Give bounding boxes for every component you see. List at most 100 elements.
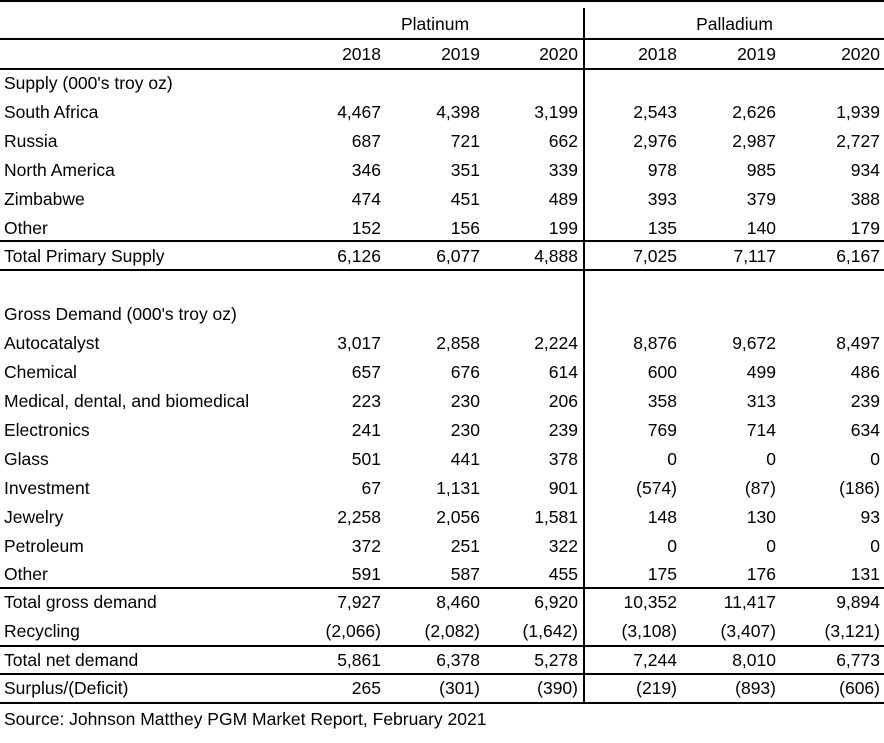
cell: 140 bbox=[746, 218, 776, 238]
row-label: Medical, dental, and biomedical bbox=[4, 391, 250, 411]
cell: 230 bbox=[450, 420, 480, 440]
row-label: Supply (000's troy oz) bbox=[4, 73, 173, 93]
cell: (3,121) bbox=[824, 621, 880, 641]
cell: (3,407) bbox=[720, 621, 776, 641]
row-label: Glass bbox=[4, 449, 49, 469]
table-row: Electronics 241 230 239 769 714 634 bbox=[0, 416, 884, 445]
bottom-rule bbox=[0, 702, 884, 704]
cell: 7,117 bbox=[733, 246, 777, 266]
cell: 6,920 bbox=[534, 592, 578, 612]
cell: 175 bbox=[647, 564, 677, 584]
row-rule bbox=[0, 269, 884, 271]
cell: 474 bbox=[351, 189, 381, 209]
cell: 2,987 bbox=[732, 131, 776, 151]
cell: 230 bbox=[450, 391, 480, 411]
cell: 934 bbox=[850, 160, 880, 180]
cell: 388 bbox=[850, 189, 880, 209]
cell: 152 bbox=[351, 218, 381, 238]
cell: 662 bbox=[548, 131, 578, 151]
table-row: Autocatalyst 3,017 2,858 2,224 8,876 9,6… bbox=[0, 329, 884, 358]
platinum-header: Platinum bbox=[400, 14, 470, 34]
cell: 2,543 bbox=[633, 102, 677, 122]
cell: (390) bbox=[537, 678, 578, 698]
cell: 634 bbox=[850, 420, 880, 440]
row-label: Total Primary Supply bbox=[4, 246, 165, 266]
cell: 1,581 bbox=[534, 507, 578, 527]
cell: 6,126 bbox=[337, 246, 381, 266]
cell: (606) bbox=[839, 678, 880, 698]
cell: 199 bbox=[548, 218, 578, 238]
total-row: Total Primary Supply 6,126 6,077 4,888 7… bbox=[0, 242, 884, 271]
cell: 455 bbox=[548, 564, 578, 584]
cell: 156 bbox=[450, 218, 480, 238]
row-label: Total gross demand bbox=[4, 592, 157, 612]
cell: 3,017 bbox=[337, 333, 381, 353]
cell: 6,167 bbox=[836, 246, 880, 266]
row-label: South Africa bbox=[4, 102, 99, 122]
cell: 2,626 bbox=[732, 102, 776, 122]
table-row: Zimbabwe 474 451 489 393 379 388 bbox=[0, 185, 884, 214]
cell: 223 bbox=[351, 391, 381, 411]
cell: (2,082) bbox=[424, 621, 480, 641]
total-row: Total net demand 5,861 6,378 5,278 7,244… bbox=[0, 646, 884, 675]
year-header-row: 2018 2019 2020 2018 2019 2020 bbox=[0, 40, 884, 69]
section-heading-supply: Supply (000's troy oz) bbox=[0, 69, 884, 98]
cell: 11,417 bbox=[723, 592, 776, 612]
table-row: Russia 687 721 662 2,976 2,987 2,727 bbox=[0, 127, 884, 156]
table-row: North America 346 351 339 978 985 934 bbox=[0, 156, 884, 185]
cell: 7,244 bbox=[633, 650, 677, 670]
cell: 179 bbox=[850, 218, 880, 238]
table-row: Medical, dental, and biomedical 223 230 … bbox=[0, 387, 884, 416]
cell: 372 bbox=[351, 536, 381, 556]
row-label: Zimbabwe bbox=[4, 189, 85, 209]
cell: 265 bbox=[351, 678, 381, 698]
cell: 313 bbox=[746, 391, 776, 411]
row-label: Chemical bbox=[4, 362, 77, 382]
cell: 346 bbox=[351, 160, 381, 180]
cell: 7,025 bbox=[633, 246, 677, 266]
section-divider bbox=[583, 8, 585, 702]
year-cell: 2018 bbox=[342, 44, 381, 64]
row-rule bbox=[0, 240, 884, 242]
table-row: Recycling (2,066) (2,082) (1,642) (3,108… bbox=[0, 617, 884, 646]
cell: 2,056 bbox=[436, 507, 480, 527]
cell: 2,224 bbox=[534, 333, 578, 353]
cell: 5,278 bbox=[534, 650, 578, 670]
source-note: Source: Johnson Matthey PGM Market Repor… bbox=[4, 709, 487, 729]
cell: 486 bbox=[850, 362, 880, 382]
table-row: South Africa 4,467 4,398 3,199 2,543 2,6… bbox=[0, 98, 884, 127]
table-row: Investment 67 1,131 901 (574) (87) (186) bbox=[0, 474, 884, 503]
cell: 241 bbox=[351, 420, 381, 440]
year-cell: 2019 bbox=[737, 44, 776, 64]
cell: 67 bbox=[361, 478, 381, 498]
cell: 4,467 bbox=[337, 102, 381, 122]
row-label: Recycling bbox=[4, 621, 80, 641]
cell: 239 bbox=[548, 420, 578, 440]
cell: 351 bbox=[450, 160, 480, 180]
cell: 1,131 bbox=[436, 478, 480, 498]
cell: 130 bbox=[746, 507, 776, 527]
cell: 176 bbox=[746, 564, 776, 584]
cell: 2,727 bbox=[836, 131, 880, 151]
cell: 6,773 bbox=[836, 650, 880, 670]
cell: 4,888 bbox=[534, 246, 578, 266]
cell: 591 bbox=[351, 564, 381, 584]
cell: 8,010 bbox=[732, 650, 776, 670]
cell: 0 bbox=[766, 449, 776, 469]
cell: (2,066) bbox=[325, 621, 381, 641]
year-rule bbox=[0, 68, 884, 70]
year-cell: 2018 bbox=[638, 44, 677, 64]
row-label: Jewelry bbox=[4, 507, 64, 527]
cell: 239 bbox=[850, 391, 880, 411]
section-heading-demand: Gross Demand (000's troy oz) bbox=[0, 300, 884, 329]
cell: 131 bbox=[850, 564, 880, 584]
row-label: Gross Demand (000's troy oz) bbox=[4, 304, 237, 324]
cell: 6,077 bbox=[436, 246, 480, 266]
cell: 393 bbox=[647, 189, 677, 209]
row-label: Electronics bbox=[4, 420, 90, 440]
cell: 5,861 bbox=[337, 650, 381, 670]
cell: (893) bbox=[735, 678, 776, 698]
row-rule bbox=[0, 645, 884, 647]
cell: 0 bbox=[766, 536, 776, 556]
